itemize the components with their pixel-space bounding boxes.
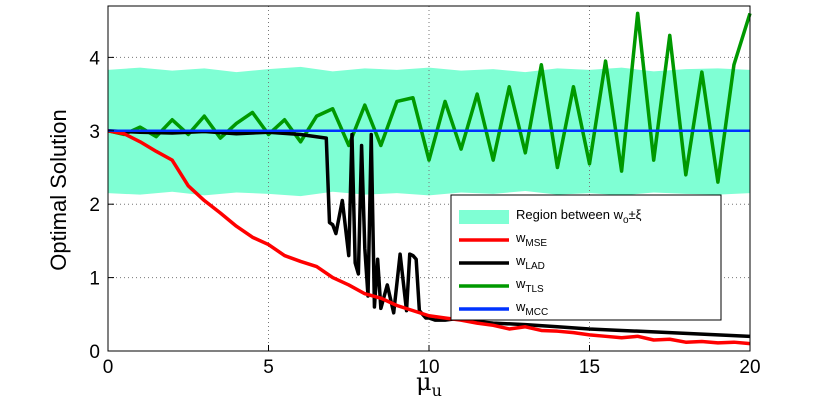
tick-layer: 0 5 10 15 20 0 1 2 3 4 <box>89 48 760 378</box>
legend-label-sub: LAD <box>525 261 544 272</box>
legend-label-prefix: w <box>515 276 526 291</box>
legend-label-sub: MSE <box>525 238 547 249</box>
y-tick-label: 1 <box>89 269 100 290</box>
y-tick-label: 2 <box>89 195 100 216</box>
legend-label-tls: wTLS <box>515 276 544 295</box>
x-tick-label: 10 <box>418 357 439 378</box>
y-tick-label: 4 <box>89 48 100 69</box>
legend-label-prefix: w <box>515 253 526 268</box>
legend-swatch-band <box>459 210 509 224</box>
x-axis-label-main: μ <box>416 368 432 396</box>
legend-label-sub: MCC <box>525 307 548 318</box>
x-tick-label: 20 <box>739 357 760 378</box>
series-line-mse <box>107 129 751 346</box>
series-layer <box>107 11 752 346</box>
x-axis-label: μu <box>416 368 442 400</box>
legend-label-prefix: Region between w <box>516 207 624 222</box>
x-tick-label: 0 <box>103 357 114 378</box>
x-tick-label: 5 <box>263 357 274 378</box>
legend-label-lad: wLAD <box>515 253 545 272</box>
legend-label-prefix: w <box>515 230 526 245</box>
series-line-lad <box>107 129 751 339</box>
y-tick-label: 0 <box>89 342 100 363</box>
x-axis-label-sub: u <box>432 381 442 400</box>
grid-layer <box>108 6 750 351</box>
legend-label-band: Region between wo±ξ <box>516 207 642 226</box>
x-tick-label: 15 <box>579 357 600 378</box>
legend-label-sub: TLS <box>525 284 544 295</box>
y-tick-label: 3 <box>89 122 100 143</box>
legend-label-suffix: ±ξ <box>629 207 642 222</box>
y-axis-label: Optimal Solution <box>46 109 71 270</box>
legend-label-sub: o <box>623 215 629 226</box>
legend-label-prefix: w <box>515 299 526 314</box>
legend-label-mse: wMSE <box>515 230 547 249</box>
legend-label-mcc: wMCC <box>515 299 548 318</box>
